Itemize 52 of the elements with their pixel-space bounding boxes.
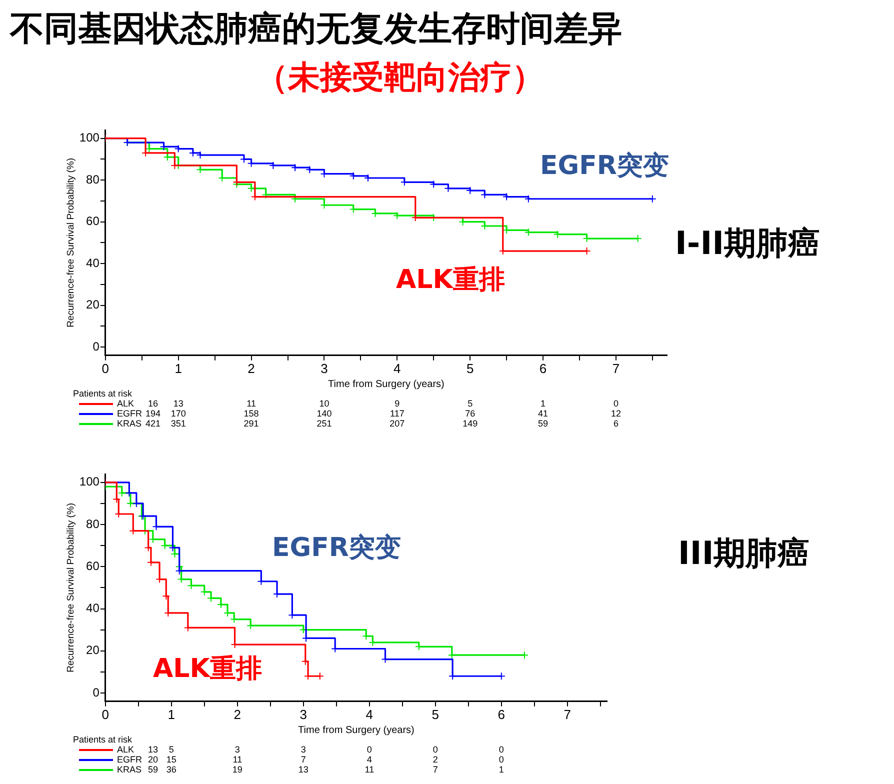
chart-subtitle: （未接受靶向治疗） <box>255 57 545 98</box>
x-tick-label: 6 <box>498 706 506 722</box>
x-tick-label: 2 <box>248 360 255 376</box>
annotation: ALK重排 <box>153 653 262 686</box>
x-tick-label: 7 <box>612 360 620 376</box>
text: 194 170 158 140 117 76 41 12 <box>145 408 621 418</box>
legend-label: EGFR <box>117 408 142 418</box>
text: I-II期肺癌 <box>675 223 820 264</box>
legend-label: KRAS <box>117 418 142 428</box>
x-tick-label: 5 <box>466 360 474 376</box>
x-tick-label: 1 <box>168 706 176 722</box>
y-tick-label: 20 <box>86 643 100 658</box>
text: III期肺癌 <box>678 533 810 574</box>
text: Patients at risk <box>73 388 133 398</box>
x-tick-label: 7 <box>564 706 572 722</box>
y-tick-label: 100 <box>79 474 100 489</box>
y-tick-label: 0 <box>92 685 100 700</box>
x-tick-label: 2 <box>234 706 242 722</box>
text: Patients at risk <box>73 734 133 744</box>
text: 20 15 11 7 4 2 0 <box>148 754 504 764</box>
text: 421 351 291 251 207 149 59 6 <box>145 418 618 428</box>
annotation: EGFR突变 <box>272 532 401 565</box>
y-tick-label: 80 <box>86 516 100 531</box>
x-tick-label: 4 <box>394 360 401 376</box>
text: 16 13 11 10 9 5 1 0 <box>148 398 618 408</box>
legend-label: ALK <box>117 398 134 408</box>
y-tick-label: 80 <box>86 172 100 186</box>
annotation: ALK重排 <box>396 264 505 297</box>
x-axis-title: Time from Surgery (years) <box>298 724 414 736</box>
x-tick-label: 6 <box>539 360 547 376</box>
y-tick-label: 60 <box>86 214 100 228</box>
text: 13 5 3 3 0 0 0 <box>148 744 504 754</box>
x-tick-label: 5 <box>432 706 440 722</box>
y-tick-label: 100 <box>79 130 100 145</box>
y-tick-label: 20 <box>86 298 100 312</box>
y-tick-label: 40 <box>86 601 100 616</box>
x-axis-title: Time from Surgery (years) <box>328 378 444 390</box>
legend-label: ALK <box>117 744 134 754</box>
y-axis-title: Recurrence-free Survival Probability (%) <box>65 158 76 328</box>
y-axis-title: Recurrence-free Survival Probability (%) <box>65 502 76 672</box>
legend-label: KRAS <box>117 764 142 774</box>
x-tick-label: 3 <box>300 706 308 722</box>
y-tick-label: 40 <box>86 256 100 270</box>
chart-title: 不同基因状态肺癌的无复发生存时间差异 <box>10 8 622 51</box>
legend-label: EGFR <box>117 754 142 764</box>
text: 59 36 19 13 11 7 1 <box>148 764 504 774</box>
x-tick-label: 4 <box>366 706 374 722</box>
y-tick-label: 0 <box>92 339 100 354</box>
y-tick-label: 60 <box>86 558 100 573</box>
annotation: EGFR突变 <box>540 150 669 183</box>
x-tick-label: 3 <box>320 360 328 376</box>
x-tick-label: 1 <box>174 360 182 376</box>
